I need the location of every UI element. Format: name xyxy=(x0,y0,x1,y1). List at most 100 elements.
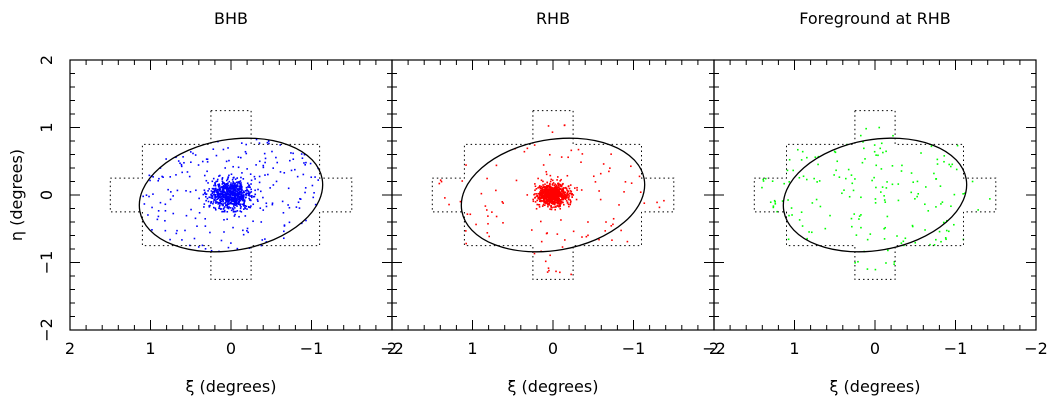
data-point xyxy=(769,201,772,204)
data-point xyxy=(543,202,545,204)
data-point xyxy=(762,178,764,181)
data-point xyxy=(248,186,250,188)
data-point xyxy=(971,180,974,183)
data-point xyxy=(544,187,546,189)
data-point xyxy=(201,160,204,163)
data-point xyxy=(568,195,571,197)
data-point xyxy=(230,192,233,195)
panel-title: RHB xyxy=(536,9,570,28)
data-point xyxy=(575,198,578,201)
data-point xyxy=(258,142,261,144)
data-point xyxy=(151,206,153,209)
data-point xyxy=(801,150,804,153)
data-point xyxy=(552,202,555,205)
data-point xyxy=(940,240,942,243)
data-point xyxy=(545,193,547,196)
data-point xyxy=(847,168,850,171)
data-point xyxy=(254,189,256,192)
data-point xyxy=(569,190,572,192)
data-point xyxy=(781,200,784,202)
data-point xyxy=(537,192,540,195)
data-point xyxy=(298,207,301,209)
data-point xyxy=(217,197,220,200)
data-point xyxy=(247,190,250,193)
data-point xyxy=(226,203,229,205)
data-point xyxy=(658,206,661,209)
data-point xyxy=(244,206,246,209)
data-point xyxy=(228,206,230,208)
data-point xyxy=(569,201,572,204)
data-point xyxy=(545,197,548,200)
data-point xyxy=(219,196,222,199)
data-point xyxy=(169,176,172,178)
data-point xyxy=(222,148,225,151)
data-point xyxy=(541,192,544,195)
data-point xyxy=(309,162,312,165)
data-point xyxy=(559,180,561,182)
data-point xyxy=(566,189,568,192)
x-tick-label: −1 xyxy=(300,339,324,358)
data-point xyxy=(553,193,556,195)
data-point xyxy=(912,181,915,184)
data-point xyxy=(239,191,242,194)
data-point xyxy=(552,191,555,194)
data-point xyxy=(227,176,230,178)
data-point xyxy=(207,200,210,203)
data-point xyxy=(230,188,233,190)
data-point xyxy=(612,217,615,220)
data-point xyxy=(226,183,229,186)
data-point xyxy=(242,203,245,206)
data-point xyxy=(555,184,558,187)
y-tick-label: 2 xyxy=(37,55,56,65)
data-point xyxy=(159,201,162,204)
data-point xyxy=(236,183,239,185)
data-point xyxy=(818,180,821,182)
data-point xyxy=(233,198,236,201)
data-point xyxy=(239,204,242,207)
data-point xyxy=(559,193,561,196)
data-point xyxy=(219,193,222,195)
data-point xyxy=(558,190,561,193)
data-point xyxy=(238,197,241,200)
data-point xyxy=(259,207,262,209)
data-point xyxy=(873,150,876,153)
data-point xyxy=(838,176,841,178)
data-point xyxy=(217,192,219,194)
data-point xyxy=(237,156,240,158)
data-point xyxy=(206,170,208,173)
data-point xyxy=(884,226,887,229)
data-point xyxy=(534,189,536,192)
data-point xyxy=(239,195,241,198)
data-point xyxy=(149,179,151,182)
data-point xyxy=(547,267,550,269)
data-point xyxy=(226,218,228,221)
data-point xyxy=(271,203,274,206)
data-point xyxy=(241,192,243,194)
data-point xyxy=(535,193,538,195)
data-point xyxy=(275,156,277,159)
data-point xyxy=(210,196,212,199)
data-point xyxy=(866,238,869,241)
data-point xyxy=(989,198,991,200)
data-point xyxy=(204,195,207,198)
data-point xyxy=(221,177,224,179)
data-point xyxy=(542,180,544,183)
data-point xyxy=(222,185,225,188)
data-point xyxy=(886,215,889,218)
data-point xyxy=(581,153,584,155)
data-point xyxy=(231,184,233,186)
data-point xyxy=(239,187,242,189)
data-point xyxy=(554,185,557,188)
data-point xyxy=(914,241,917,244)
data-point xyxy=(151,229,153,231)
data-point xyxy=(534,201,537,203)
data-point xyxy=(267,173,269,176)
x-tick-label: 0 xyxy=(870,339,880,358)
data-point xyxy=(242,233,245,236)
data-point xyxy=(226,189,228,191)
data-point xyxy=(556,189,559,191)
data-point xyxy=(545,188,548,191)
data-point xyxy=(222,208,225,210)
data-point xyxy=(537,196,539,199)
data-point xyxy=(218,205,221,208)
